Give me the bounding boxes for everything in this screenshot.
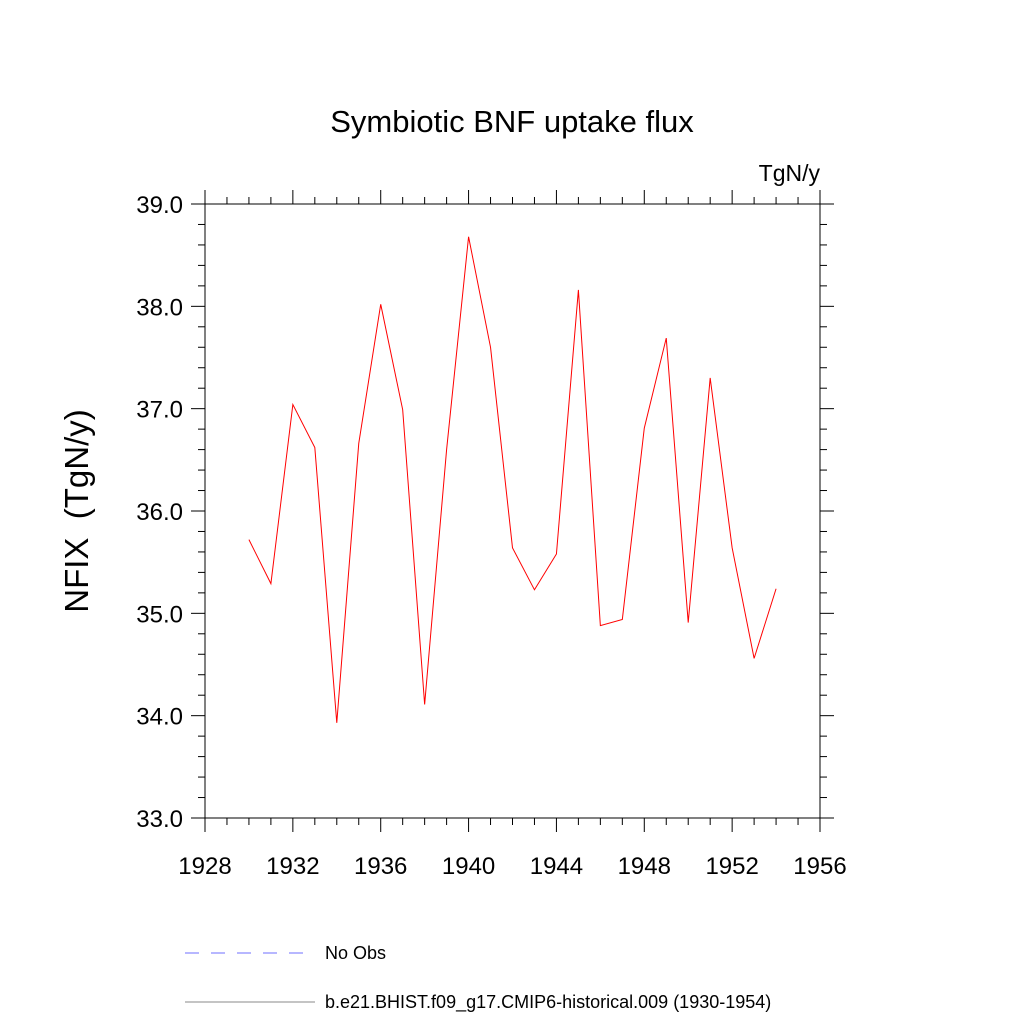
units-label: TgN/y (759, 160, 821, 186)
x-tick-label: 1940 (442, 853, 495, 880)
y-tick-label: 39.0 (136, 192, 183, 219)
x-tick-label: 1928 (178, 853, 231, 880)
chart-title: Symbiotic BNF uptake flux (330, 104, 694, 139)
y-tick-label: 36.0 (136, 499, 183, 526)
y-tick-label: 35.0 (136, 601, 183, 628)
y-tick-label: 37.0 (136, 397, 183, 424)
series-line (248, 236, 777, 723)
x-tick-label: 1952 (705, 853, 758, 880)
x-tick-label: 1932 (266, 853, 319, 880)
legend-label-no-obs: No Obs (325, 943, 386, 963)
y-axis-label: NFIX (TgN/y) (58, 409, 95, 613)
y-tick-label: 34.0 (136, 704, 183, 731)
legend-label-model: b.e21.BHIST.f09_g17.CMIP6-historical.009… (325, 992, 771, 1013)
y-tick-label: 38.0 (136, 294, 183, 321)
x-tick-label: 1936 (354, 853, 407, 880)
x-tick-label: 1948 (618, 853, 671, 880)
x-tick-label: 1956 (793, 853, 846, 880)
y-tick-label: 33.0 (136, 806, 183, 833)
x-tick-label: 1944 (530, 853, 583, 880)
